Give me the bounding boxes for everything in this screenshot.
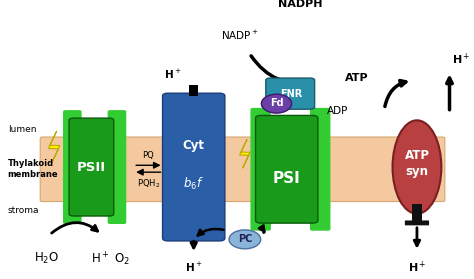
Text: NADPH: NADPH bbox=[278, 0, 323, 9]
Text: $b_6f$: $b_6f$ bbox=[183, 176, 204, 192]
Ellipse shape bbox=[229, 230, 261, 249]
Text: H$^+$: H$^+$ bbox=[185, 261, 202, 274]
Text: FNR: FNR bbox=[280, 89, 302, 99]
Text: H$^+$: H$^+$ bbox=[452, 52, 470, 67]
Text: H$^+$: H$^+$ bbox=[408, 259, 426, 275]
Text: ADP: ADP bbox=[327, 106, 348, 116]
Ellipse shape bbox=[261, 94, 292, 113]
Text: H$_2$O: H$_2$O bbox=[34, 251, 59, 266]
FancyBboxPatch shape bbox=[40, 137, 445, 201]
Text: Fd: Fd bbox=[270, 98, 283, 108]
FancyBboxPatch shape bbox=[69, 118, 114, 216]
Text: PSI: PSI bbox=[273, 171, 301, 186]
Text: H$^+$: H$^+$ bbox=[164, 68, 182, 81]
Text: Thylakoid
membrane: Thylakoid membrane bbox=[8, 159, 58, 179]
Text: PQH$_2$: PQH$_2$ bbox=[137, 178, 160, 190]
FancyBboxPatch shape bbox=[250, 108, 271, 231]
Text: Cyt: Cyt bbox=[182, 139, 205, 152]
FancyBboxPatch shape bbox=[63, 110, 82, 224]
Text: ATP: ATP bbox=[345, 73, 368, 83]
Text: PQ: PQ bbox=[143, 151, 154, 160]
FancyBboxPatch shape bbox=[108, 110, 126, 224]
Text: PSII: PSII bbox=[77, 160, 106, 174]
FancyBboxPatch shape bbox=[163, 93, 225, 241]
Text: PC: PC bbox=[237, 234, 252, 244]
Text: NADP$^+$: NADP$^+$ bbox=[221, 29, 259, 42]
Bar bbox=[189, 85, 198, 96]
FancyBboxPatch shape bbox=[408, 123, 426, 139]
Polygon shape bbox=[240, 139, 250, 168]
Text: lumen: lumen bbox=[8, 125, 36, 134]
FancyBboxPatch shape bbox=[266, 78, 315, 109]
Text: stroma: stroma bbox=[8, 206, 39, 215]
Polygon shape bbox=[48, 131, 60, 163]
Bar bbox=[412, 204, 421, 223]
Text: H$^+$ O$_2$: H$^+$ O$_2$ bbox=[91, 251, 129, 268]
FancyBboxPatch shape bbox=[310, 108, 330, 231]
Text: ATP
syn: ATP syn bbox=[404, 149, 429, 178]
FancyBboxPatch shape bbox=[255, 116, 318, 223]
Ellipse shape bbox=[392, 120, 441, 214]
FancyBboxPatch shape bbox=[405, 220, 429, 225]
